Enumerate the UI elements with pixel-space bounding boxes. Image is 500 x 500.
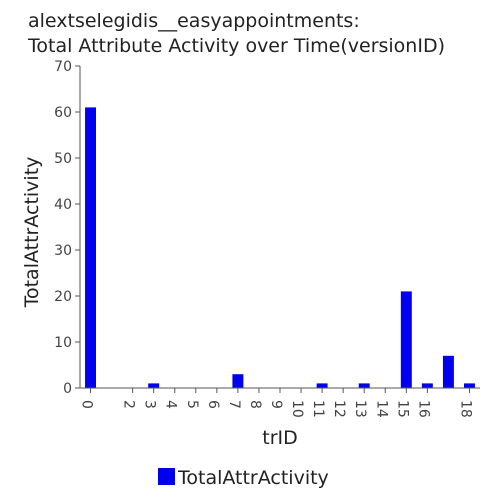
legend-label: TotalAttrActivity <box>177 467 329 489</box>
y-tick-label: 10 <box>54 335 72 351</box>
x-tick-label: 18 <box>457 400 473 418</box>
y-tick-label: 40 <box>54 197 72 213</box>
y-tick-label: 60 <box>54 105 72 121</box>
x-tick-label: 6 <box>205 400 221 409</box>
bar-series <box>85 107 475 389</box>
bar <box>358 383 370 388</box>
y-tick-label: 20 <box>54 289 72 305</box>
chart-title-line-2: Total Attribute Activity over Time(versi… <box>27 35 445 57</box>
x-tick-label: 16 <box>415 400 431 418</box>
bar <box>464 383 475 388</box>
x-tick-label: 12 <box>331 400 347 418</box>
bar <box>316 383 328 388</box>
bar <box>232 374 244 388</box>
x-axis-ticks: 0 2 3 4 5 6 7 8 9 10 11 12 13 14 15 16 18 <box>79 388 473 418</box>
x-axis-label: trID <box>262 427 298 449</box>
y-axis-ticks: 0 10 20 30 40 50 60 70 <box>54 59 80 397</box>
y-tick-label: 30 <box>54 243 72 259</box>
bar <box>421 383 433 388</box>
x-tick-label: 9 <box>268 400 284 409</box>
x-tick-label: 8 <box>247 400 263 409</box>
x-tick-label: 3 <box>142 400 158 409</box>
x-tick-label: 15 <box>394 400 410 418</box>
x-tick-label: 11 <box>310 400 326 418</box>
x-tick-label: 7 <box>226 400 242 409</box>
x-tick-label: 0 <box>79 400 95 409</box>
x-tick-label: 10 <box>289 400 305 418</box>
bar <box>148 383 160 388</box>
y-tick-label: 70 <box>54 59 72 75</box>
x-tick-label: 14 <box>373 400 389 418</box>
bar <box>85 107 96 389</box>
y-tick-label: 0 <box>63 381 72 397</box>
bar <box>442 355 454 388</box>
x-tick-label: 4 <box>163 400 179 409</box>
y-axis-label: TotalAttrActivity <box>21 157 43 309</box>
x-tick-label: 2 <box>121 400 137 409</box>
chart-title-line-1: alextselegidis__easyappointments: <box>28 10 360 32</box>
bar <box>400 291 412 388</box>
x-tick-label: 5 <box>184 400 200 409</box>
x-tick-label: 13 <box>352 400 368 418</box>
y-tick-label: 50 <box>54 151 72 167</box>
legend-swatch <box>158 468 175 485</box>
